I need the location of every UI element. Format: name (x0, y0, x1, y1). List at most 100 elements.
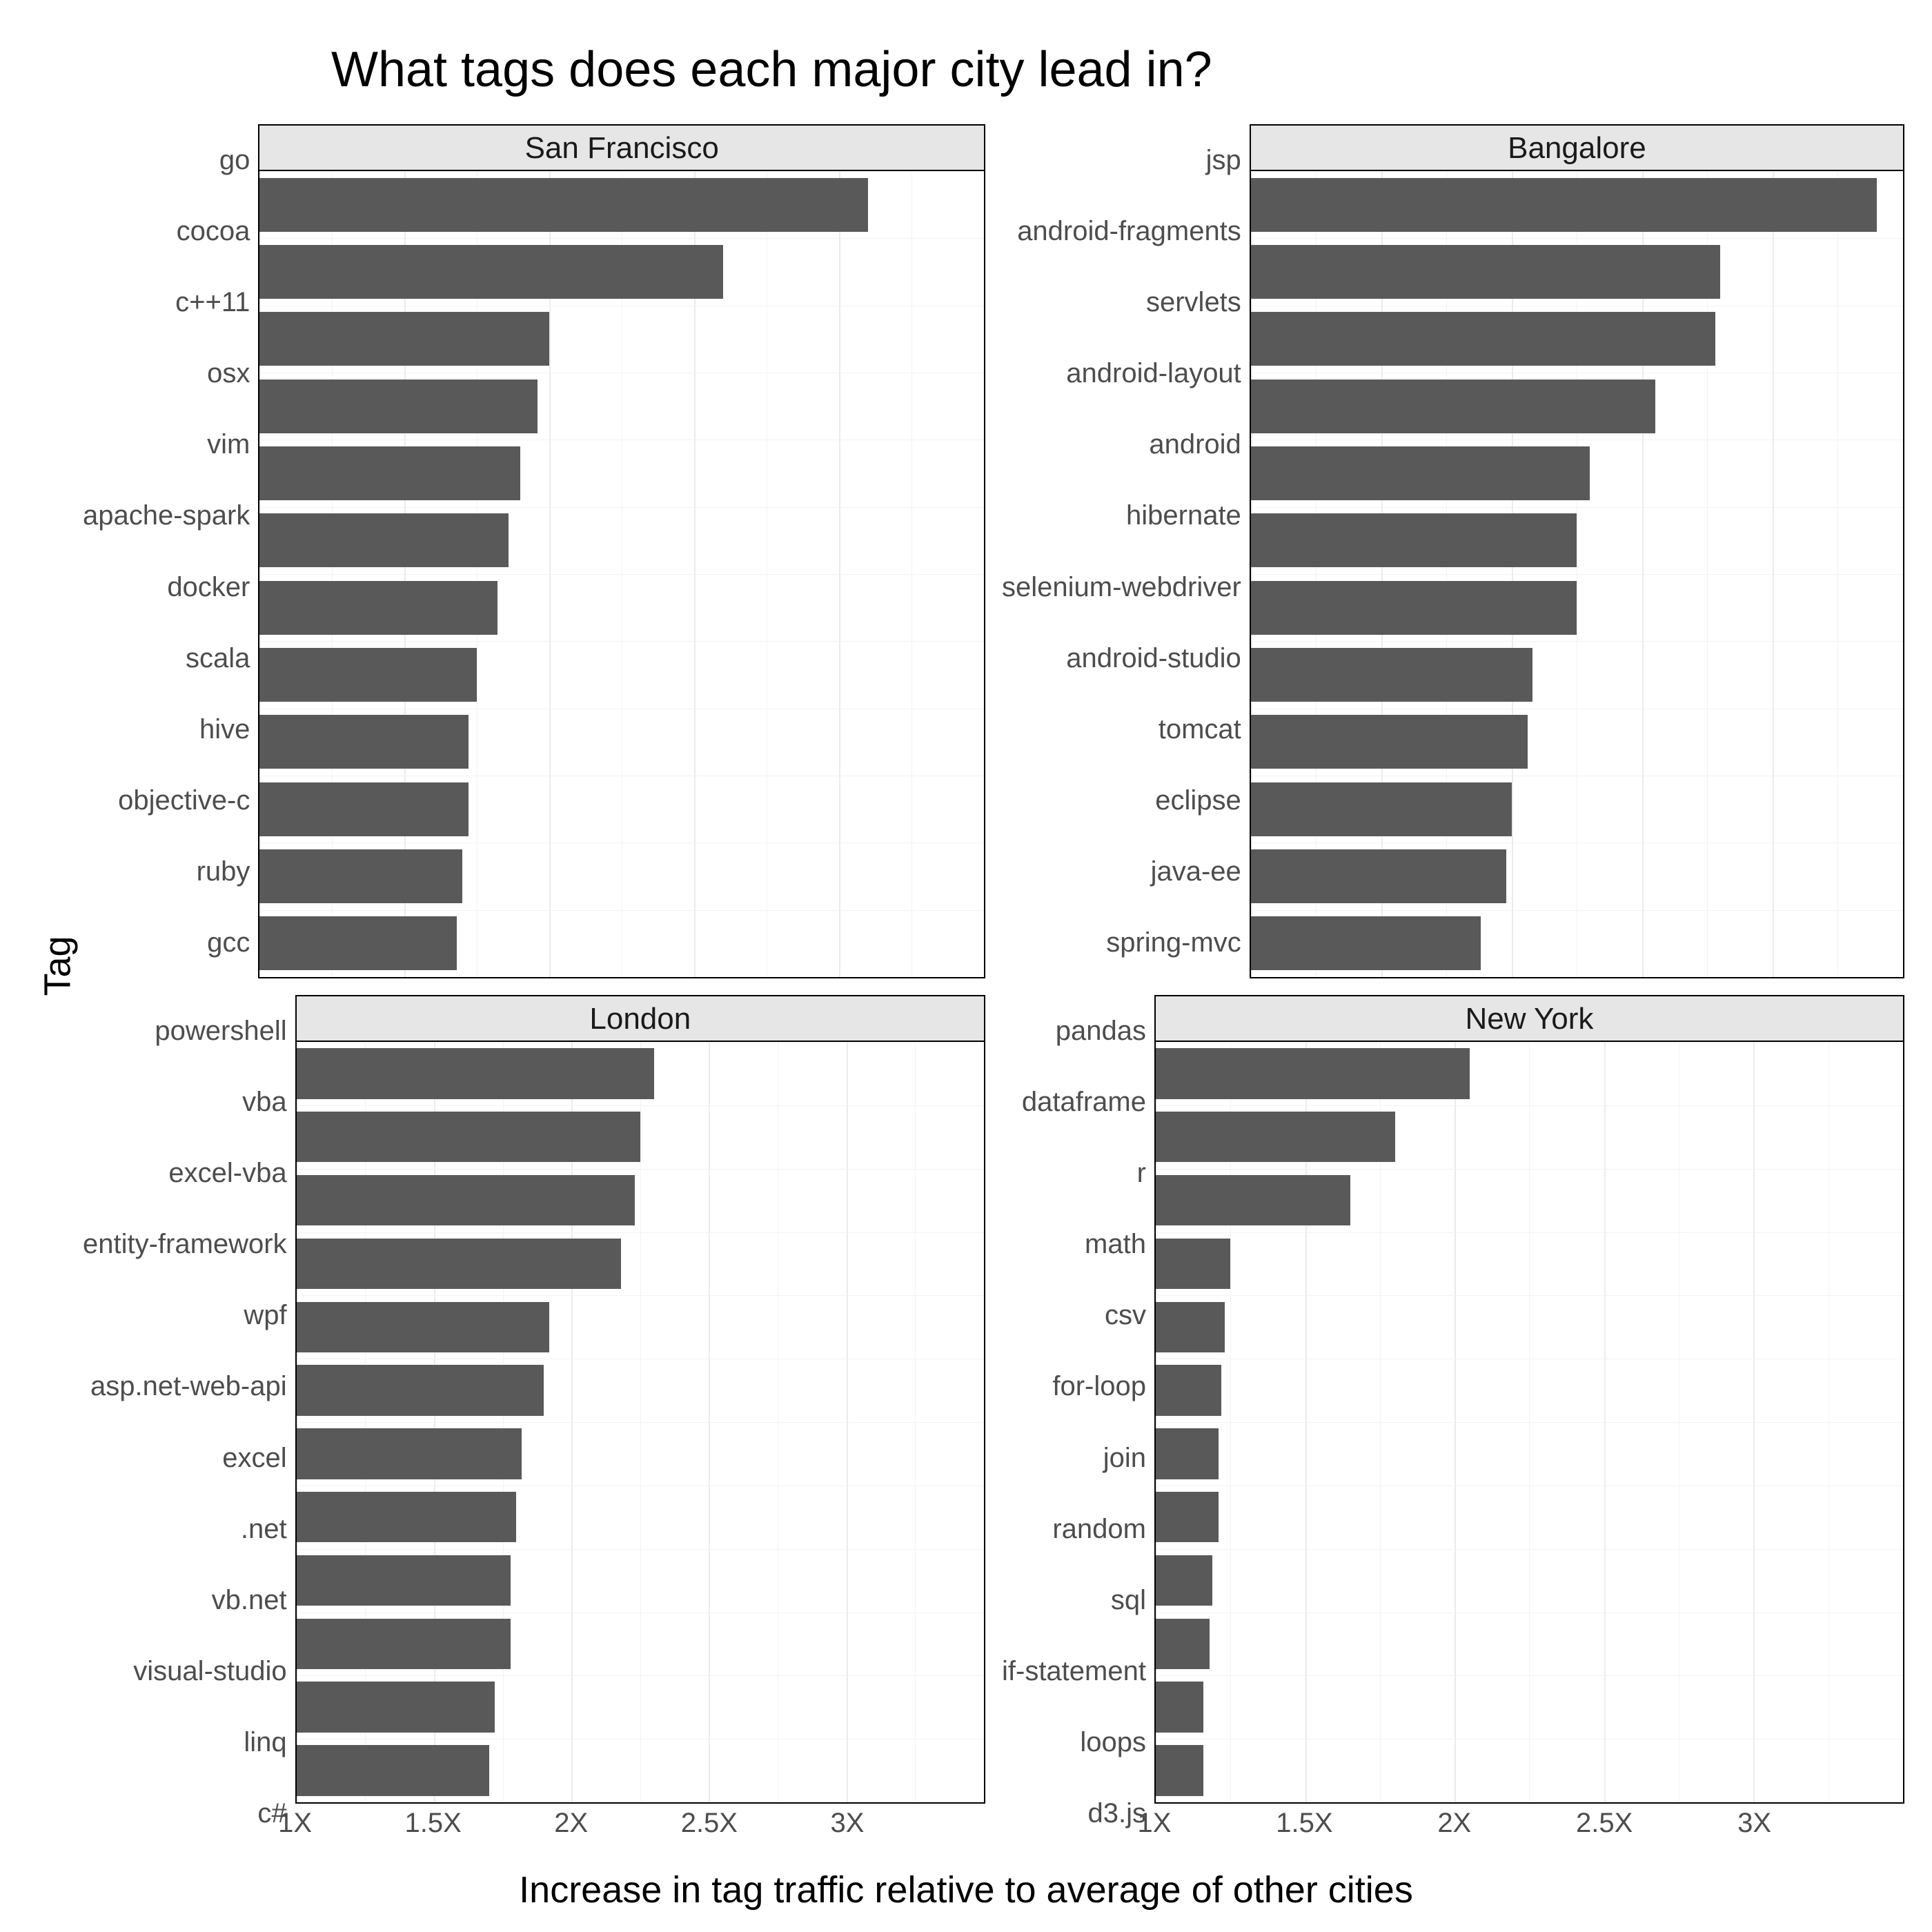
y-tick-label: excel (222, 1444, 286, 1472)
x-tick-label: 3X (830, 1808, 864, 1839)
y-tick-label: wpf (244, 1301, 286, 1329)
y-tick-label: android (1149, 431, 1241, 458)
bar (259, 178, 868, 232)
bar (1251, 849, 1507, 903)
facet-grid: gococoac++11osxvimapache-sparkdockerscal… (83, 124, 1904, 1849)
y-tick-label: loops (1080, 1728, 1146, 1756)
y-tick-label: c++11 (175, 288, 250, 316)
y-tick-label: android-studio (1066, 644, 1241, 672)
x-ticks: 1X1.5X2X2.5X3X (1154, 1808, 1904, 1849)
bar (259, 581, 497, 635)
y-tick-label: osx (207, 359, 250, 387)
y-tick-label: random (1052, 1515, 1146, 1543)
bar (1156, 1492, 1219, 1542)
bar (1251, 178, 1877, 232)
bar (297, 1682, 495, 1732)
facet-strip-title: San Francisco (258, 124, 985, 170)
y-tick-label: powershell (155, 1017, 286, 1045)
y-tick-label: math (1085, 1230, 1146, 1258)
y-tick-label: vba (242, 1088, 287, 1116)
x-tick-label: 2.5X (1576, 1808, 1633, 1839)
y-tick-label: tomcat (1159, 716, 1241, 743)
facet-strip-title: New York (1154, 995, 1904, 1041)
bar (297, 1492, 517, 1542)
bar (297, 1619, 511, 1669)
y-tick-label: vb.net (212, 1586, 287, 1614)
bar (297, 1239, 621, 1289)
y-tick-label: gcc (207, 929, 250, 956)
bar (297, 1555, 511, 1606)
x-tick-label: 1X (278, 1808, 312, 1839)
y-tick-label: pandas (1056, 1017, 1146, 1045)
bar (297, 1745, 489, 1795)
y-tick-label: sql (1111, 1586, 1146, 1614)
y-tick-label: ruby (197, 858, 250, 885)
bar (1251, 312, 1715, 366)
bar (259, 446, 520, 500)
y-tick-label: join (1103, 1444, 1146, 1472)
x-tick-label: 2.5X (681, 1808, 738, 1839)
bar (259, 379, 538, 433)
bar (1156, 1302, 1225, 1352)
y-tick-label: android-fragments (1017, 217, 1241, 245)
bar (1251, 715, 1528, 769)
bar (297, 1428, 522, 1479)
x-tick-label: 1.5X (1276, 1808, 1332, 1839)
y-tick-label: spring-mvc (1106, 929, 1241, 956)
bar (1156, 1175, 1350, 1225)
bar (297, 1112, 640, 1162)
x-tick-label: 1X (1138, 1808, 1172, 1839)
y-tick-label: for-loop (1052, 1372, 1146, 1400)
y-tick-label: java-ee (1151, 858, 1241, 885)
bar (1251, 446, 1590, 500)
y-tick-label: vim (207, 431, 250, 458)
x-tick-label: 2X (554, 1808, 588, 1839)
bar (1251, 581, 1577, 635)
facet-panel: pandasdataframermathcsvfor-loopjoinrando… (1002, 995, 1904, 1849)
bar (1156, 1365, 1221, 1415)
y-tick-label: .net (241, 1515, 287, 1543)
bar (259, 312, 549, 366)
bar (1156, 1112, 1395, 1162)
y-tick-label: hibernate (1126, 502, 1241, 529)
facet-y-labels: jspandroid-fragmentsservletsandroid-layo… (1002, 124, 1250, 978)
y-tick-label: objective-c (118, 787, 250, 814)
y-tick-label: apache-spark (83, 502, 250, 529)
bar (1251, 916, 1481, 970)
bar (259, 245, 723, 299)
facet-plot-area (258, 170, 985, 978)
y-tick-label: cocoa (177, 217, 250, 245)
y-tick-label: selenium-webdriver (1002, 573, 1241, 601)
bar (1251, 648, 1532, 702)
y-tick-label: entity-framework (83, 1230, 287, 1258)
y-tick-label: docker (167, 573, 250, 601)
bar (1251, 245, 1721, 299)
bar (1251, 513, 1577, 567)
x-tick-label: 2X (1437, 1808, 1471, 1839)
bar (297, 1302, 550, 1352)
y-tick-label: jsp (1206, 146, 1241, 174)
y-tick-label: android-layout (1066, 359, 1241, 387)
y-tick-label: if-statement (1002, 1657, 1146, 1685)
y-tick-label: r (1137, 1159, 1146, 1187)
y-tick-label: visual-studio (133, 1657, 286, 1685)
bar (1156, 1239, 1230, 1289)
chart-root: What tags does each major city lead in? … (0, 0, 1932, 1932)
facet-strip-title: London (295, 995, 985, 1041)
bar (1156, 1745, 1203, 1795)
bar (1251, 379, 1655, 433)
bar (297, 1048, 654, 1098)
y-axis-label: Tag (37, 936, 79, 996)
y-tick-label: scala (186, 644, 250, 672)
bar (1156, 1682, 1203, 1732)
x-tick-label: 3X (1737, 1808, 1771, 1839)
y-tick-label: eclipse (1155, 787, 1241, 814)
bar (259, 513, 509, 567)
bar (1156, 1555, 1212, 1606)
bar (1156, 1428, 1219, 1479)
bar (1251, 782, 1512, 836)
y-tick-label: csv (1105, 1301, 1146, 1329)
facet-panel: gococoac++11osxvimapache-sparkdockerscal… (83, 124, 985, 978)
bar (259, 849, 462, 903)
facet-strip-title: Bangalore (1250, 124, 1904, 170)
